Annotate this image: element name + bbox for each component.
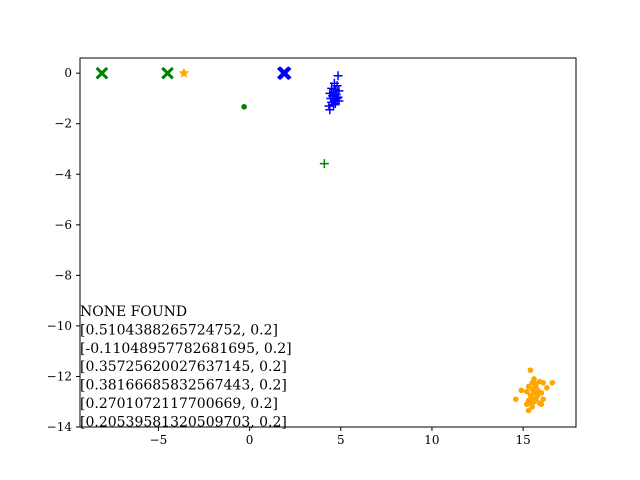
scatter-point — [538, 401, 545, 408]
annotation-line: NONE FOUND — [80, 304, 187, 320]
annotation-line: [0.38166685832567443, 0.2] — [80, 378, 287, 394]
scatter-point — [533, 381, 539, 387]
data-marks — [95, 66, 556, 414]
scatter-point — [328, 100, 338, 110]
annotation-text: NONE FOUND [0.5104388265724752, 0.2] [-0.1… — [80, 304, 292, 430]
scatter-point — [325, 105, 335, 115]
annotation-line: [0.2701072117700669, 0.2] — [80, 396, 278, 412]
scatter-point — [161, 66, 174, 80]
annotation-line: [0.35725620027637145, 0.2] — [80, 359, 287, 375]
y-tick-label: −10 — [47, 319, 72, 333]
y-tick-label: −2 — [54, 117, 72, 131]
scatter-point — [549, 379, 556, 386]
annotation-line: [-0.11048957782681695, 0.2] — [80, 341, 292, 357]
annotation-line: [0.5104388265724752, 0.2] — [80, 322, 278, 338]
scatter-point — [529, 403, 536, 410]
y-tick-label: −12 — [47, 369, 72, 383]
scatter-point — [241, 103, 247, 110]
scatter-point — [513, 396, 519, 402]
scatter-point — [319, 159, 329, 169]
scatter-point — [277, 67, 291, 80]
y-tick-label: −14 — [47, 420, 73, 434]
scatter-point — [540, 396, 546, 402]
scatter-point — [540, 379, 546, 386]
axis-ticks: −5 0 5 10 15 0 −2 −4 −6 −8 −10 −12 −14 — [47, 66, 531, 447]
scatter-point — [525, 407, 532, 414]
scatter-point — [332, 93, 342, 103]
x-tick-label: 10 — [424, 433, 439, 447]
x-tick-label: 15 — [515, 433, 530, 447]
y-tick-label: −4 — [54, 167, 72, 181]
scatter-point — [544, 385, 550, 391]
scatter-point — [527, 367, 534, 373]
scatter-point — [332, 81, 342, 91]
scatter-point — [330, 98, 340, 108]
scatter-point — [523, 401, 530, 408]
scatter-point — [333, 71, 343, 81]
y-tick-label: 0 — [64, 66, 72, 80]
y-tick-label: −6 — [54, 218, 72, 232]
scatter-point — [518, 387, 525, 394]
scatter-point — [523, 388, 530, 395]
scatter-point — [324, 101, 334, 111]
x-tick-label: −5 — [150, 433, 168, 447]
scatter-point — [178, 67, 190, 78]
y-tick-label: −8 — [54, 268, 72, 282]
x-tick-label: 0 — [246, 433, 254, 447]
axes-frame — [79, 57, 577, 428]
annotation-line: [0.2053958132050970​3, 0.2] — [80, 414, 287, 430]
x-tick-label: 5 — [337, 433, 345, 447]
scatter-point — [95, 66, 109, 80]
